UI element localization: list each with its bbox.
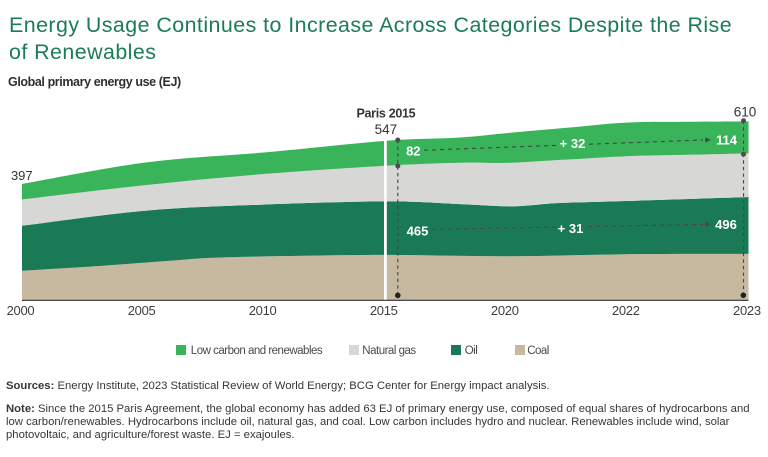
- svg-text:Paris 2015: Paris 2015: [356, 106, 415, 120]
- svg-text:547: 547: [375, 122, 398, 137]
- svg-text:2023: 2023: [733, 303, 761, 318]
- svg-text:82: 82: [406, 143, 420, 158]
- svg-text:496: 496: [715, 217, 737, 232]
- svg-text:+ 31: + 31: [558, 221, 584, 236]
- svg-text:610: 610: [734, 104, 757, 119]
- svg-text:2010: 2010: [249, 303, 277, 318]
- svg-text:2020: 2020: [491, 303, 519, 318]
- svg-text:397: 397: [11, 168, 33, 183]
- svg-text:2015: 2015: [370, 303, 398, 318]
- svg-text:+ 32: + 32: [560, 136, 586, 151]
- svg-text:2022: 2022: [612, 303, 640, 318]
- svg-text:465: 465: [407, 223, 429, 238]
- svg-text:2000: 2000: [7, 303, 35, 318]
- svg-text:2005: 2005: [128, 303, 156, 318]
- svg-text:114: 114: [716, 133, 738, 148]
